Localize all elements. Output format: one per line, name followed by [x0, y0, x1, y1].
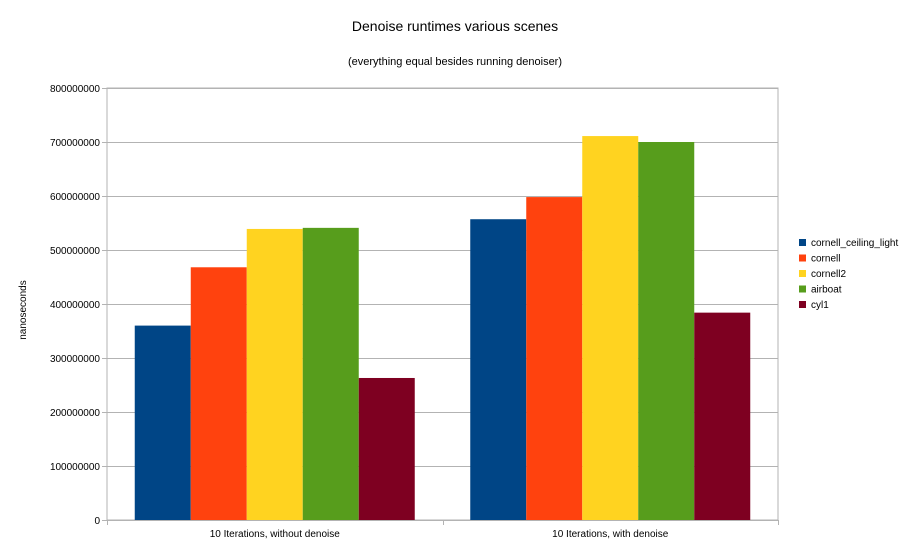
legend-swatch-cornell_ceiling_light: [799, 239, 806, 246]
chart-title: Denoise runtimes various scenes: [352, 18, 558, 34]
chart-subtitle: (everything equal besides running denois…: [348, 56, 562, 68]
axes: 0 100000000 200000000 300000000 400000000 500…: [50, 84, 779, 540]
y-tick-label: 100000000: [50, 462, 100, 473]
x-tick-label: 10 Iterations, without denoise: [210, 529, 341, 540]
bar-cyl1: [694, 312, 751, 520]
bar-cornell: [526, 197, 583, 520]
legend-label-cornell: cornell: [811, 254, 840, 265]
bar-cornell: [190, 267, 247, 520]
legend-swatch-cornell: [799, 254, 806, 262]
bars: [134, 136, 751, 521]
y-tick-label: 500000000: [50, 246, 100, 257]
legend-swatch-cornell2: [799, 270, 806, 277]
y-tick-label: 800000000: [50, 84, 100, 95]
legend-label-airboat: airboat: [811, 285, 842, 296]
legend-swatch-cyl1: [799, 301, 806, 308]
bar-airboat: [302, 227, 359, 521]
bar-cornell_ceiling_light: [470, 219, 527, 520]
bar-cornell2: [582, 136, 639, 520]
bar-cornell2: [246, 228, 303, 520]
bar-cornell_ceiling_light: [134, 325, 191, 520]
bar-cyl1: [358, 377, 415, 520]
y-tick-label: 200000000: [50, 408, 100, 419]
y-tick-label: 600000000: [50, 192, 100, 203]
legend-label-cyl1: cyl1: [811, 300, 829, 311]
legend-label-cornell_ceiling_light: cornell_ceiling_light: [811, 238, 898, 249]
y-tick-label: 700000000: [50, 138, 100, 149]
x-tick-label: 10 Iterations, with denoise: [552, 529, 669, 540]
legend-label-cornell2: cornell2: [811, 269, 846, 280]
y-axis-label: nanoseconds: [18, 280, 29, 340]
legend-swatch-airboat: [799, 285, 806, 293]
bar-airboat: [638, 142, 695, 520]
y-tick-label: 0: [94, 516, 100, 527]
y-tick-label: 300000000: [50, 354, 100, 365]
y-tick-label: 400000000: [50, 300, 100, 311]
